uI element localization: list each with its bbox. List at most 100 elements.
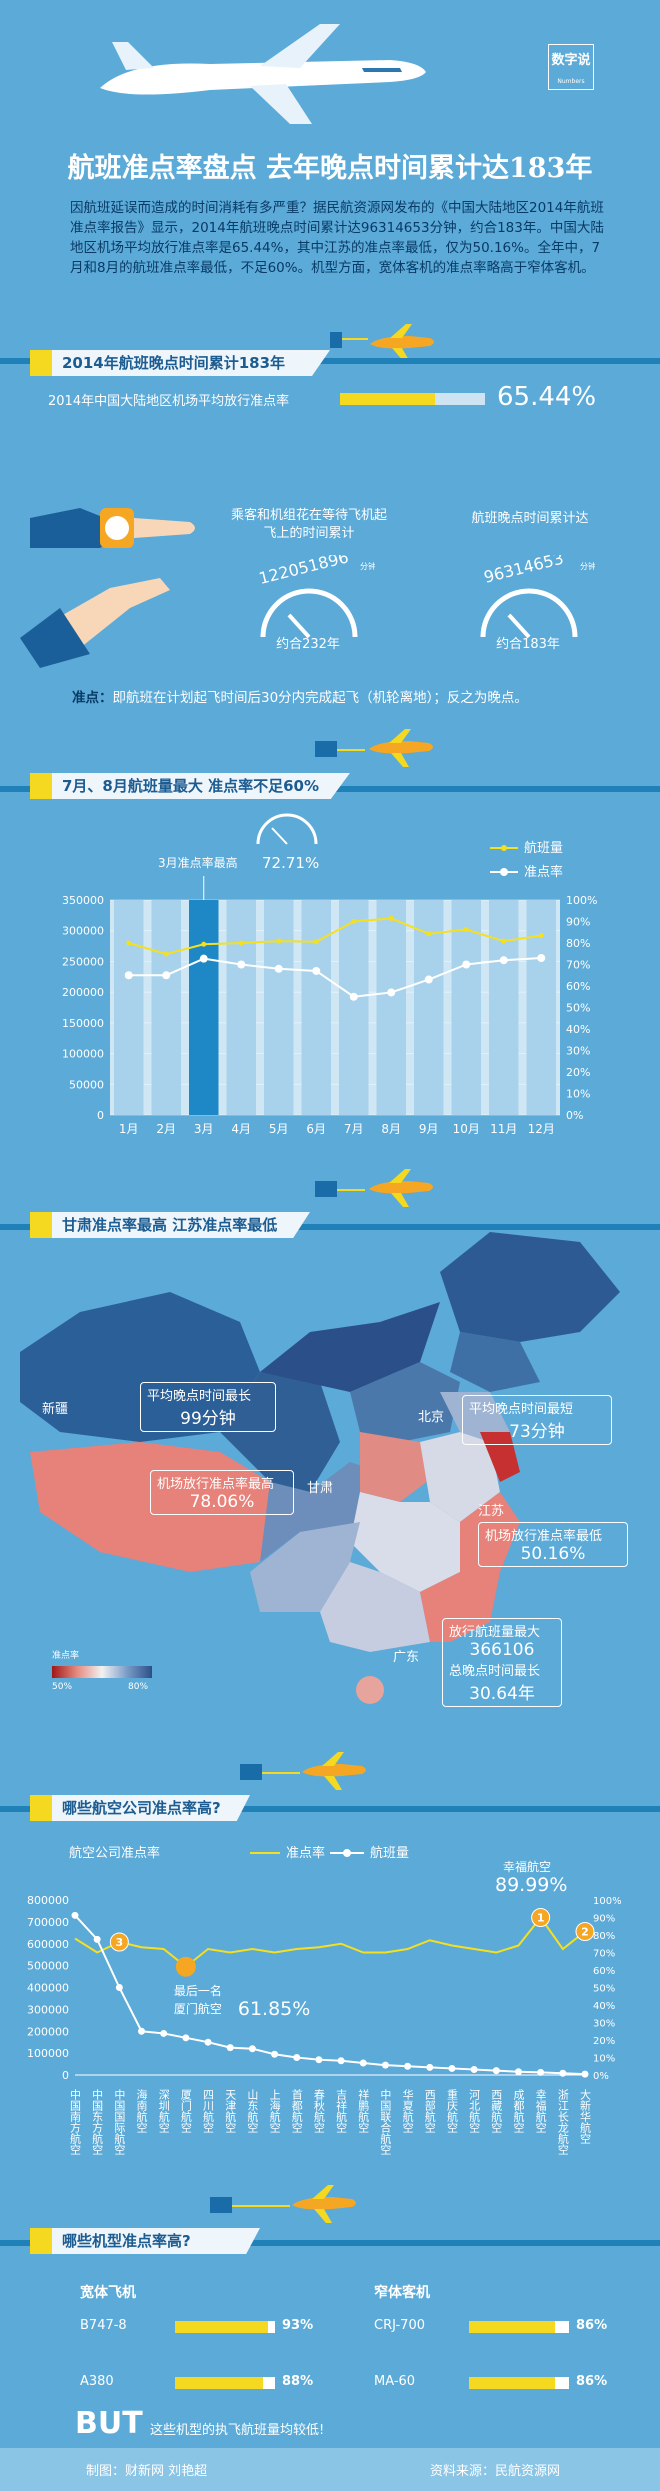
aircraft-name: A380 xyxy=(80,2374,114,2389)
rate-point xyxy=(237,960,246,969)
aircraft-rate-fill xyxy=(469,2321,555,2333)
x-tick-label: 中国国际航空 xyxy=(113,2089,126,2155)
legend-volume-marker xyxy=(501,845,507,851)
y2-tick-label: 60% xyxy=(566,980,590,993)
map-legend-max: 80% xyxy=(128,1682,149,1692)
section-heading-provinces: 甘肃准点率最高 江苏准点率最低 xyxy=(30,1212,310,1238)
volume-point xyxy=(201,941,207,947)
volume-point xyxy=(93,1935,101,1943)
aircraft-rate-value: 86% xyxy=(576,2318,608,2333)
rate-point xyxy=(387,988,396,997)
rate-point xyxy=(162,971,171,980)
callout-jiangsu-label: 机场放行准点率最低 xyxy=(485,1529,603,1544)
annotation-gauge-needle xyxy=(271,827,288,845)
x-tick-label: 祥鹏航空 xyxy=(357,2088,370,2133)
worst-value: 61.85% xyxy=(238,1998,310,2020)
y2-tick-label: 10% xyxy=(593,2054,615,2065)
volume-point xyxy=(115,1984,123,1991)
y2-tick-label: 20% xyxy=(593,2036,615,2047)
y2-tick-label: 40% xyxy=(566,1023,590,1036)
gauge-delay-years: 约合183年 xyxy=(496,637,560,652)
callout-guangdong-label2: 总晚点时间最长 xyxy=(449,1664,541,1679)
aircraft-rate-fill xyxy=(469,2377,555,2389)
volume-point xyxy=(537,2068,545,2076)
volume-point xyxy=(204,2038,212,2046)
section-heading-aircraft: 哪些机型准点率高? xyxy=(30,2228,260,2254)
y2-tick-label: 40% xyxy=(593,2001,615,2012)
y2-tick-label: 80% xyxy=(566,937,590,950)
y2-tick-label: 10% xyxy=(566,1088,590,1101)
callout-xinjiang-value: 99分钟 xyxy=(180,1409,236,1429)
callout-beijing-value: 73分钟 xyxy=(509,1422,565,1442)
annotation-label: 3月准点率最高 xyxy=(158,855,238,870)
volume-point xyxy=(404,2062,412,2070)
x-tick-label: 海南航空 xyxy=(135,2088,148,2133)
x-tick-label: 6月 xyxy=(306,1122,326,1136)
worst-label: 最后一名 xyxy=(174,1983,222,1998)
x-tick-label: 10月 xyxy=(453,1122,480,1136)
y2-tick-label: 60% xyxy=(593,1966,615,1977)
callout-xinjiang-label: 平均晚点时间最长 xyxy=(147,1389,252,1404)
x-tick-label: 中国联合航空 xyxy=(379,2089,392,2155)
bar-11月 xyxy=(489,900,519,1115)
rate-point xyxy=(349,992,358,1001)
y2-tick-label: 50% xyxy=(593,1984,615,1995)
narrowbody-heading: 窄体客机 xyxy=(374,2285,430,2301)
rate-point xyxy=(499,956,508,965)
x-tick-label: 5月 xyxy=(269,1122,289,1136)
volume-point xyxy=(315,2056,323,2064)
release-rate-value: 65.44% xyxy=(497,382,597,412)
x-tick-label: 西部航空 xyxy=(423,2089,436,2133)
volume-point xyxy=(388,915,394,921)
bar-12月 xyxy=(526,900,556,1115)
callout-guangdong-value1: 366106 xyxy=(469,1640,535,1660)
section-heading-airlines: 哪些航空公司准点率高? xyxy=(30,1795,250,1821)
x-tick-label: 9月 xyxy=(419,1122,439,1136)
worst-airline: 厦门航空 xyxy=(174,2001,222,2016)
aircraft-rate-bar xyxy=(469,2377,569,2389)
y2-tick-label: 100% xyxy=(593,1896,622,1907)
map-label-xinjiang: 新疆 xyxy=(42,1402,69,1417)
x-tick-label: 吉祥航空 xyxy=(335,2089,348,2133)
bar-1月 xyxy=(114,900,144,1115)
legend-rate-marker xyxy=(500,868,508,876)
y2-tick-label: 0% xyxy=(593,2071,609,2082)
aircraft-rate-bar xyxy=(175,2377,275,2389)
aircraft-rate-fill xyxy=(175,2321,268,2333)
volume-point xyxy=(182,2034,190,2042)
volume-point xyxy=(226,2044,234,2052)
bar-3月 xyxy=(189,900,219,1115)
volume-point xyxy=(538,933,544,939)
x-tick-label: 春秋航空 xyxy=(312,2089,325,2133)
volume-point xyxy=(293,2054,301,2061)
volume-point xyxy=(426,931,432,937)
gauge-wait-unit: 分钟 xyxy=(360,561,375,571)
map-label-beijing: 北京 xyxy=(418,1410,445,1425)
x-tick-label: 3月 xyxy=(194,1122,214,1136)
y-tick-label: 100000 xyxy=(62,1048,104,1061)
bar-4月 xyxy=(226,900,256,1115)
rank-marker-label: 1 xyxy=(537,1912,545,1925)
volume-point xyxy=(160,2029,168,2037)
volume-point xyxy=(71,1911,79,1919)
y2-tick-label: 20% xyxy=(566,1066,590,1079)
rank-marker-2 xyxy=(575,1922,595,1941)
callout-xinjiang: 平均晚点时间最长 99分钟 xyxy=(140,1382,276,1432)
release-rate-fill xyxy=(340,393,435,405)
y-tick-label: 600000 xyxy=(27,1938,69,1951)
y-tick-label: 200000 xyxy=(27,2025,69,2038)
x-tick-label: 成都航空 xyxy=(512,2089,525,2133)
china-map xyxy=(20,1232,620,1704)
callout-beijing-label: 平均晚点时间最短 xyxy=(469,1402,574,1417)
rate-point xyxy=(537,954,546,963)
map-label-guangdong: 广东 xyxy=(393,1650,420,1665)
map-legend-min: 50% xyxy=(52,1682,73,1692)
y2-tick-label: 90% xyxy=(566,916,590,929)
volume-point xyxy=(138,2027,146,2035)
volume-point xyxy=(126,940,132,946)
rate-line xyxy=(74,1915,586,1969)
volume-point xyxy=(381,2061,389,2069)
volume-point xyxy=(271,2050,279,2058)
volume-point xyxy=(501,938,507,944)
definition-text: 准点：即航班在计划起飞时间后30分内完成起飞（机轮离地）；反之为晚点。 xyxy=(72,686,528,706)
